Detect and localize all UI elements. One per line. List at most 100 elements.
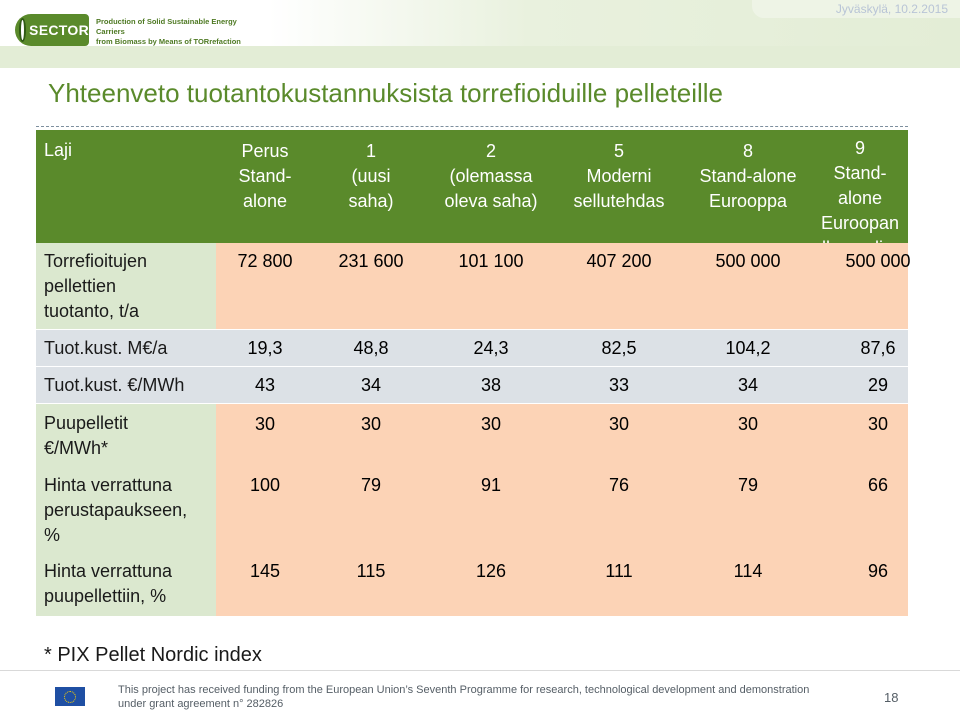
row-label-line: Hinta verrattuna (44, 475, 173, 495)
row-label-line: % (44, 525, 61, 545)
project-tagline: Production of Solid Sustainable Energy C… (96, 17, 266, 47)
eu-stars-icon (64, 690, 76, 703)
table-cell: 33 (608, 375, 630, 395)
table-cell: 79 (737, 475, 759, 495)
column-header-2: 2 (olemassa oleva saha) (428, 130, 554, 243)
table-cell: 34 (360, 375, 382, 395)
table-cell: 104,2 (725, 338, 771, 358)
header-line: Stand-alone (699, 166, 797, 186)
row-label-line: pellettien (44, 276, 117, 296)
table-cell: 145 (249, 561, 281, 581)
funding-notice: This project has received funding from t… (118, 683, 809, 711)
table-cell: 19,3 (247, 338, 283, 358)
table-cell: 29 (867, 375, 889, 395)
header-line: Moderni (586, 166, 652, 186)
values-band-prices (216, 404, 908, 616)
column-header-5: 5 Moderni sellutehdas (554, 130, 684, 243)
header-line: saha) (348, 191, 394, 211)
row-label-cost-meur: Tuot.kust. M€/a (44, 337, 168, 358)
table-cell: 30 (867, 414, 889, 434)
table-cell: 115 (356, 561, 386, 581)
corner-label: Laji (44, 140, 73, 160)
table-cell: 407 200 (586, 251, 652, 271)
header-line: 5 (613, 141, 624, 161)
table-cell: 82,5 (601, 338, 637, 358)
table-cell: 66 (867, 475, 889, 495)
globe-icon (19, 18, 41, 42)
table-cell: 24,3 (473, 338, 509, 358)
header-line: Stand-alone (833, 163, 887, 208)
row-label-wood-pellets: Puupelletit €/MWh* (36, 404, 216, 466)
table-cell: 34 (737, 375, 759, 395)
header-line: Stand- (238, 166, 292, 186)
column-header-9: 9 Stand-alone Euroopan ulkopuolinen (812, 130, 913, 258)
table-cell: 38 (480, 375, 502, 395)
table-cell: 30 (254, 414, 276, 434)
table-cell: 100 (249, 475, 281, 495)
table-cell: 101 100 (458, 251, 524, 271)
row-band-cost-mwh: Tuot.kust. €/MWh (36, 367, 908, 403)
eu-flag-icon (55, 687, 85, 706)
column-header-base: Perus Stand- alone (216, 130, 314, 243)
header-line: (olemassa (449, 166, 533, 186)
table-cell: 43 (254, 375, 276, 395)
table-cell: 72 800 (237, 251, 293, 271)
page-number: 18 (884, 690, 899, 705)
header-line: oleva saha) (444, 191, 538, 211)
row-label-line: Torrefioitujen (44, 251, 148, 271)
date-label: Jyväskylä, 10.2.2015 (752, 0, 960, 18)
column-header-8: 8 Stand-alone Eurooppa (684, 130, 812, 243)
header-line: Perus (241, 141, 289, 161)
tagline-line: Production of Solid Sustainable Energy C… (96, 17, 237, 36)
table-cell: 500 000 (715, 251, 781, 271)
table-cell: 30 (737, 414, 759, 434)
table-cell: 30 (480, 414, 502, 434)
table-cell: 231 600 (338, 251, 404, 271)
table-cell: 48,8 (353, 338, 389, 358)
funding-line: under grant agreement n° 282826 (118, 698, 284, 710)
row-label-production: Torrefioitujen pellettien tuotanto, t/a (36, 243, 216, 329)
table-cell: 96 (867, 561, 889, 581)
table-cell: 30 (360, 414, 382, 434)
row-label-price-vs-pellets: Hinta verrattuna puupellettiin, % (36, 552, 216, 616)
title-divider (36, 126, 908, 127)
header-line: (uusi (351, 166, 391, 186)
header-line: 2 (485, 141, 496, 161)
table-cell: 500 000 (845, 251, 911, 271)
logo-text: SECTOR (29, 22, 89, 38)
header-line: Euroopan (820, 213, 900, 233)
footnote: * PIX Pellet Nordic index (44, 644, 262, 666)
table-cell: 87,6 (860, 338, 896, 358)
row-label-price-vs-base: Hinta verrattuna perustapaukseen, % (36, 466, 216, 552)
table-cell: 111 (605, 561, 633, 581)
header-line: Eurooppa (708, 191, 788, 211)
values-band-production (216, 243, 908, 329)
header-line: sellutehdas (573, 191, 665, 211)
row-band-cost-meur: Tuot.kust. M€/a (36, 330, 908, 366)
table-cell: 79 (360, 475, 382, 495)
header-line: 9 (854, 138, 865, 158)
table-cell: 91 (480, 475, 502, 495)
header-line: alone (242, 191, 288, 211)
header-line: 1 (365, 141, 376, 161)
table-cell: 114 (733, 561, 763, 581)
row-label-line: €/MWh* (44, 438, 109, 458)
row-label-line: perustapaukseen, (44, 500, 188, 520)
table-cell: 30 (608, 414, 630, 434)
column-header-1: 1 (uusi saha) (314, 130, 428, 243)
row-label-cost-mwh: Tuot.kust. €/MWh (44, 374, 185, 395)
funding-line: This project has received funding from t… (118, 684, 810, 696)
header-band (0, 46, 960, 68)
header-line: 8 (742, 141, 753, 161)
slide-title: Yhteenveto tuotantokustannuksista torref… (48, 78, 723, 108)
sector-logo: SECTOR (15, 14, 89, 46)
row-label-line: puupellettiin, % (44, 586, 167, 606)
row-label-line: tuotanto, t/a (44, 301, 140, 321)
footer-divider (0, 670, 960, 671)
table-cell: 126 (475, 561, 507, 581)
row-label-line: Puupelletit (44, 413, 129, 433)
table-corner-header: Laji (36, 130, 216, 243)
tagline-line: from Biomass by Means of TORrefaction (96, 37, 241, 46)
table-cell: 76 (608, 475, 630, 495)
row-label-line: Hinta verrattuna (44, 561, 173, 581)
